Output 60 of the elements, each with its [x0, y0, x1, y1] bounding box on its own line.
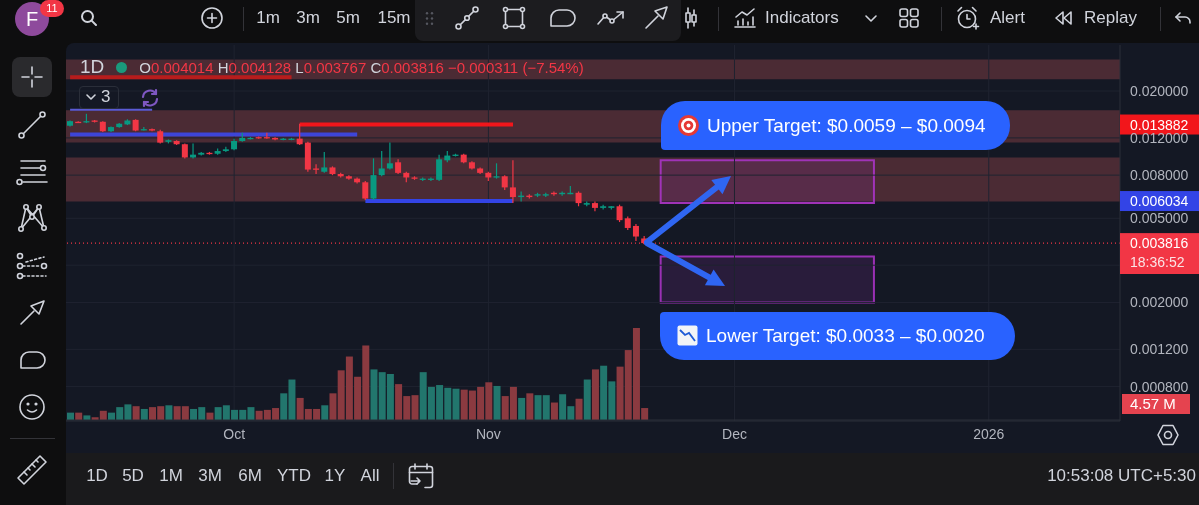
text: Indicators [765, 8, 839, 28]
x-tick-label: Oct [223, 425, 246, 442]
y-tick-label: 0.020000 [1130, 83, 1189, 100]
text: 10:53:08 UTC+5:30 [1047, 466, 1196, 486]
y-tick-label: 0.006034 [1130, 193, 1189, 210]
text: Alert [990, 8, 1025, 28]
y-tick-label: 0.003816 [1130, 235, 1189, 252]
text: 4.57 M [1122, 394, 1190, 414]
bar [370, 369, 378, 420]
y-tick-label: 0.000800 [1130, 378, 1189, 395]
bar [550, 402, 558, 420]
text: 11 [40, 0, 64, 17]
text: 3M [198, 466, 222, 486]
text: YTD [277, 466, 311, 486]
bar [329, 393, 337, 420]
text: 1D [86, 466, 108, 486]
text: 1m [256, 8, 280, 28]
text: 1D [80, 56, 105, 78]
bar [140, 408, 148, 420]
x-tick-label: Dec [722, 425, 747, 442]
bar [591, 369, 599, 420]
bar [583, 379, 591, 420]
text: 18:36:52 [1120, 253, 1199, 274]
bar [493, 385, 501, 420]
x-tick-label: Nov [475, 425, 501, 442]
text: 5m [336, 8, 360, 28]
annotation: 3 [101, 87, 111, 107]
text: All [360, 466, 380, 486]
y-tick-label: 0.001200 [1130, 341, 1189, 358]
candlestick [321, 151, 328, 174]
bar [132, 406, 140, 420]
annotation: Upper Target: $0.0059 – $0.0094 [707, 114, 986, 137]
text: 1Y [324, 466, 346, 486]
text: Replay [1084, 8, 1137, 28]
bar [165, 405, 173, 420]
text: 6M [238, 466, 262, 486]
y-tick-label: 0.002000 [1130, 294, 1189, 311]
bar [526, 393, 534, 420]
text: O0.004014 H0.004128 L0.003767 C0.003816 −0.000311 (−7.54%) [139, 58, 584, 76]
text: 5D [122, 466, 144, 486]
y-tick-label: 0.008000 [1130, 167, 1189, 184]
bar [518, 397, 526, 420]
x-tick-label: 2026 [973, 425, 1005, 442]
text: 3m [296, 8, 320, 28]
annotation: Lower Target: $0.0033 – $0.0020 [706, 325, 985, 347]
text: 15m [377, 8, 411, 28]
candlestick [370, 157, 377, 201]
bar [321, 405, 329, 420]
candlestick [313, 163, 320, 175]
candlestick [362, 180, 369, 201]
text: F [25, 8, 39, 30]
candlestick [378, 150, 385, 177]
text: 1M [159, 466, 183, 486]
bar [452, 388, 460, 420]
candlestick [509, 159, 516, 204]
bar [575, 398, 583, 420]
candlestick [436, 154, 443, 182]
candlestick [386, 142, 393, 171]
candlestick [296, 123, 303, 146]
y-tick-label: 0.005000 [1130, 210, 1189, 227]
